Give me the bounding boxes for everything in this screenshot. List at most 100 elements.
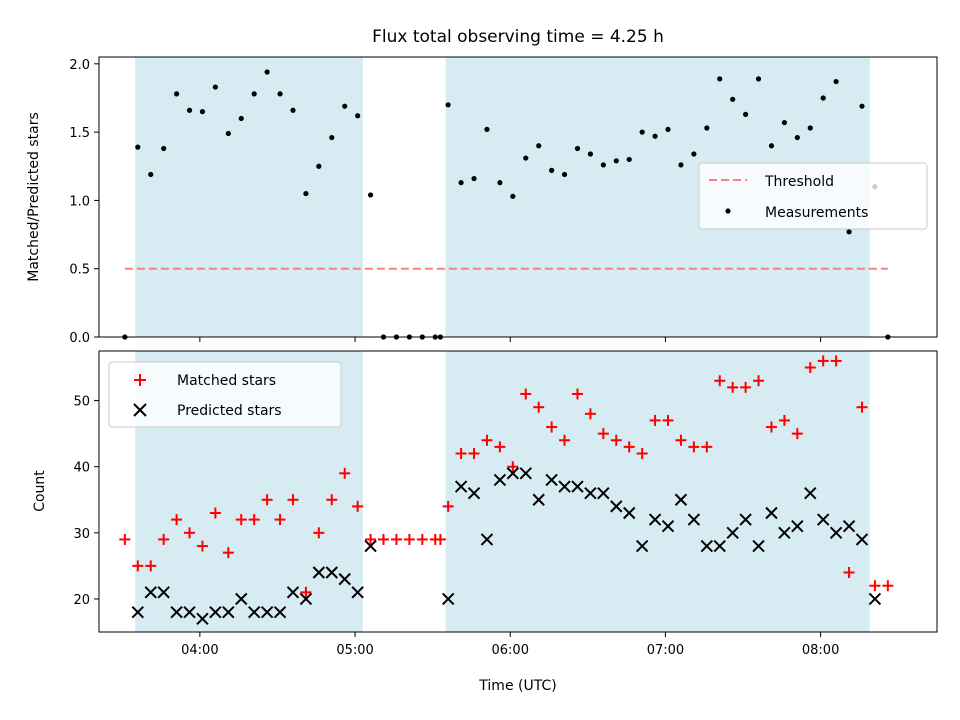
matched-star-point bbox=[261, 494, 273, 506]
predicted-star-point-b bbox=[648, 513, 662, 526]
y-tick-label: 30 bbox=[73, 527, 90, 542]
predicted-star-point-b bbox=[157, 586, 170, 599]
predicted-star-point-b bbox=[170, 605, 183, 619]
predicted-star-point bbox=[222, 605, 235, 619]
matched-star-point bbox=[352, 500, 364, 512]
predicted-star-point-b bbox=[855, 533, 869, 546]
predicted-star-point bbox=[338, 572, 351, 586]
predicted-star-point bbox=[235, 592, 248, 606]
predicted-star-point bbox=[157, 586, 170, 599]
matched-star-point bbox=[416, 533, 428, 545]
predicted-star-point bbox=[532, 493, 545, 506]
measurement-point bbox=[355, 113, 361, 119]
measurement-point bbox=[768, 143, 775, 149]
predicted-star-point bbox=[351, 586, 364, 599]
matched-star-point bbox=[520, 388, 532, 400]
predicted-star-point-b bbox=[454, 480, 468, 493]
predicted-star-point-b bbox=[480, 533, 494, 546]
predicted-star-point bbox=[364, 539, 377, 553]
measurement-point bbox=[212, 84, 218, 90]
measurement-point bbox=[807, 125, 813, 131]
measurement-point bbox=[445, 102, 451, 108]
matched-star-point bbox=[753, 375, 765, 387]
predicted-star-point-b bbox=[739, 513, 752, 526]
predicted-star-point-b bbox=[635, 539, 649, 553]
y-tick-label: 1.5 bbox=[69, 126, 90, 141]
x-tick-label: 08:00 bbox=[802, 643, 839, 658]
matched-star-point bbox=[714, 375, 726, 387]
y-tick-label: 0.0 bbox=[69, 331, 90, 346]
predicted-star-point bbox=[829, 526, 843, 540]
predicted-star-point bbox=[454, 480, 468, 493]
matched-star-point bbox=[274, 514, 286, 526]
predicted-stars-points bbox=[131, 467, 882, 625]
matched-star-point bbox=[300, 586, 312, 598]
predicted-star-point-b bbox=[661, 520, 675, 533]
x-axis-label: Time (UTC) bbox=[478, 678, 556, 694]
chart-title: Flux total observing time = 4.25 h bbox=[372, 27, 664, 47]
predicted-star-point-b bbox=[273, 605, 287, 619]
measurement-point bbox=[225, 130, 231, 137]
matched-star-point bbox=[765, 421, 777, 433]
matched-star-point bbox=[339, 467, 351, 479]
predicted-star-point-b bbox=[726, 526, 739, 540]
measurement-point bbox=[148, 171, 154, 178]
measurement-point bbox=[755, 76, 762, 82]
matched-star-point bbox=[507, 461, 519, 473]
predicted-star-point bbox=[183, 605, 196, 619]
measurement-point bbox=[510, 193, 516, 199]
predicted-star-point-b bbox=[584, 486, 597, 500]
predicted-star-point bbox=[842, 520, 856, 533]
top-legend: Threshold Measurements bbox=[698, 162, 928, 230]
predicted-star-point-b bbox=[196, 612, 209, 625]
matched-star-point bbox=[184, 527, 196, 539]
matched-star-point bbox=[158, 533, 170, 545]
predicted-star-point-b bbox=[713, 539, 726, 553]
measurement-point bbox=[665, 126, 671, 132]
matched-star-point bbox=[791, 428, 803, 440]
predicted-star-point bbox=[791, 520, 804, 533]
predicted-star-point-b bbox=[209, 605, 222, 619]
matched-star-point bbox=[597, 428, 609, 440]
predicted-star-point-b bbox=[247, 605, 261, 619]
predicted-star-point bbox=[131, 605, 145, 619]
predicted-star-point bbox=[700, 539, 714, 553]
predicted-star-point bbox=[260, 605, 274, 619]
measurement-point bbox=[135, 144, 141, 150]
measurement-point bbox=[329, 134, 335, 141]
predicted-star-point bbox=[765, 506, 778, 520]
x-tick-label: 04:00 bbox=[181, 643, 218, 658]
predicted-star-point bbox=[480, 533, 494, 546]
measurement-point bbox=[743, 111, 749, 117]
matched-star-point bbox=[675, 434, 687, 446]
measurement-point bbox=[781, 119, 788, 126]
predicted-star-point-b bbox=[325, 566, 338, 579]
y-tick-label: 2.0 bbox=[69, 58, 90, 73]
matched-star-point bbox=[313, 527, 325, 539]
predicted-star-point-b bbox=[674, 493, 688, 506]
predicted-star-point-b bbox=[286, 586, 300, 599]
predicted-star-point bbox=[299, 592, 313, 606]
predicted-star-point-b bbox=[623, 506, 636, 520]
measurement-point bbox=[730, 96, 736, 102]
predicted-star-point-b bbox=[532, 493, 545, 506]
predicted-star-point-b bbox=[700, 539, 714, 553]
matched-star-point bbox=[533, 401, 545, 413]
matched-star-point bbox=[701, 441, 713, 453]
matched-star-point bbox=[804, 362, 816, 374]
predicted-star-point-b bbox=[868, 592, 882, 606]
measurement-point bbox=[652, 133, 658, 139]
measurement-point bbox=[704, 125, 710, 131]
predicted-star-point-b bbox=[467, 486, 481, 500]
bottom-y-ticks: 20 30 40 50 bbox=[73, 395, 99, 608]
measurement-point bbox=[561, 171, 568, 178]
matched-star-point bbox=[869, 580, 881, 592]
predicted-star-point bbox=[713, 539, 726, 553]
matched-star-point bbox=[468, 447, 480, 459]
y-tick-label: 0.5 bbox=[69, 263, 90, 278]
matched-star-point bbox=[196, 540, 208, 552]
measurement-point bbox=[497, 180, 503, 186]
matched-star-point bbox=[403, 533, 415, 545]
measurement-point bbox=[600, 162, 606, 168]
matched-star-point bbox=[222, 547, 234, 559]
